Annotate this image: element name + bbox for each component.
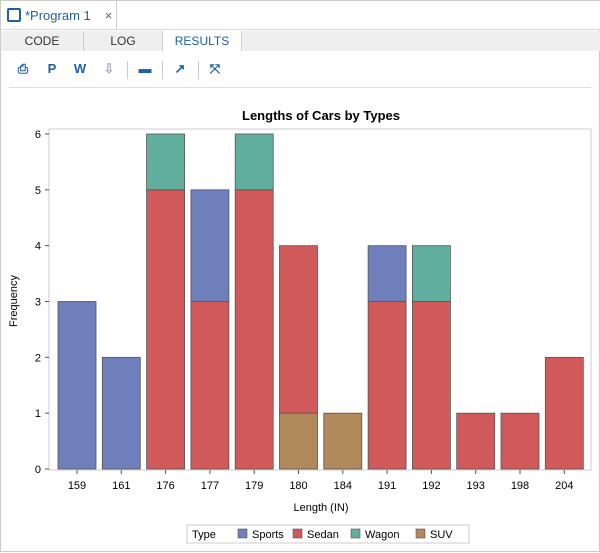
x-tick-label: 184 bbox=[334, 480, 352, 492]
legend-swatch-sports bbox=[237, 528, 248, 539]
tab-log[interactable]: LOG bbox=[84, 31, 163, 51]
results-toolbar: ⎙ P W ⇩ ▬ ↗ ⤧ bbox=[1, 57, 600, 83]
program-tab[interactable]: *Program 1 × bbox=[1, 1, 117, 29]
download-icon[interactable]: ⇩ bbox=[103, 61, 115, 76]
legend-label: SUV bbox=[430, 529, 453, 541]
toolbar-divider bbox=[198, 61, 199, 79]
bar-193-sedan bbox=[456, 412, 496, 470]
plot-frame bbox=[48, 128, 592, 471]
pdf-download-icon[interactable]: P bbox=[47, 61, 57, 76]
program-icon bbox=[7, 8, 21, 22]
y-tick-label: 4 bbox=[35, 241, 41, 253]
x-tick-label: 191 bbox=[378, 480, 396, 492]
x-tick-label: 180 bbox=[289, 480, 307, 492]
bar-198-sedan bbox=[500, 412, 540, 470]
x-tick-label: 179 bbox=[245, 480, 263, 492]
word-download-icon[interactable]: W bbox=[73, 61, 87, 76]
divider bbox=[9, 87, 591, 88]
x-tick-label: 193 bbox=[467, 480, 485, 492]
bar-191-sports bbox=[367, 245, 407, 302]
bar-192-wagon bbox=[411, 245, 451, 302]
y-tick-label: 3 bbox=[35, 297, 41, 309]
chart-title: Lengths of Cars by Types bbox=[242, 108, 400, 123]
bar-180-sedan bbox=[279, 245, 318, 414]
html-download-icon[interactable]: ⎙ bbox=[17, 61, 29, 76]
y-axis-label: Frequency bbox=[8, 275, 20, 327]
legend-swatch-wagon bbox=[350, 528, 361, 539]
file-tab-bar: *Program 1 × bbox=[1, 1, 600, 30]
legend-label: Sedan bbox=[307, 529, 339, 541]
x-tick-label: 159 bbox=[68, 480, 86, 492]
bar-180-suv bbox=[279, 412, 318, 470]
legend bbox=[186, 524, 470, 544]
bar-176-sedan bbox=[146, 189, 186, 470]
y-tick-label: 1 bbox=[35, 408, 41, 420]
bar-192-sedan bbox=[411, 301, 451, 470]
bar-177-sports bbox=[190, 189, 230, 302]
y-tick-label: 5 bbox=[35, 185, 41, 197]
bar-177-sedan bbox=[190, 301, 230, 470]
x-tick-label: 176 bbox=[156, 480, 174, 492]
legend-swatch-suv bbox=[415, 528, 426, 539]
y-tick-label: 0 bbox=[35, 464, 41, 476]
tab-code[interactable]: CODE bbox=[1, 31, 84, 51]
expand-icon[interactable]: ↗ bbox=[174, 61, 186, 76]
tab-results[interactable]: RESULTS bbox=[163, 31, 242, 51]
bar-161-sports bbox=[101, 356, 141, 470]
bar-179-sedan bbox=[234, 189, 274, 470]
legend-swatch-sedan bbox=[292, 528, 303, 539]
x-axis-label: Length (IN) bbox=[293, 502, 348, 514]
close-icon[interactable]: × bbox=[104, 7, 113, 23]
y-tick-label: 6 bbox=[35, 129, 41, 141]
legend-title: Type bbox=[192, 529, 216, 541]
y-tick-label: 2 bbox=[35, 352, 41, 364]
bar-191-sedan bbox=[367, 301, 407, 470]
legend-label: Wagon bbox=[365, 529, 399, 541]
toolbar-divider bbox=[162, 61, 163, 79]
x-tick-label: 177 bbox=[201, 480, 219, 492]
x-tick-label: 198 bbox=[511, 480, 529, 492]
x-tick-label: 161 bbox=[112, 480, 130, 492]
view-tabs: CODE LOG RESULTS bbox=[1, 31, 600, 51]
bar-204-sedan bbox=[544, 356, 584, 470]
program-tab-title: *Program 1 bbox=[25, 7, 91, 23]
bar-179-wagon bbox=[234, 133, 274, 191]
print-icon[interactable]: ▬ bbox=[138, 61, 152, 76]
legend-label: Sports bbox=[252, 529, 284, 541]
bar-184-suv bbox=[323, 412, 363, 470]
bar-159-sports bbox=[57, 301, 97, 470]
x-tick-label: 204 bbox=[555, 480, 573, 492]
toolbar-divider bbox=[127, 61, 128, 79]
bar-176-wagon bbox=[146, 133, 186, 191]
x-tick-label: 192 bbox=[422, 480, 440, 492]
collapse-icon[interactable]: ⤧ bbox=[209, 61, 221, 76]
